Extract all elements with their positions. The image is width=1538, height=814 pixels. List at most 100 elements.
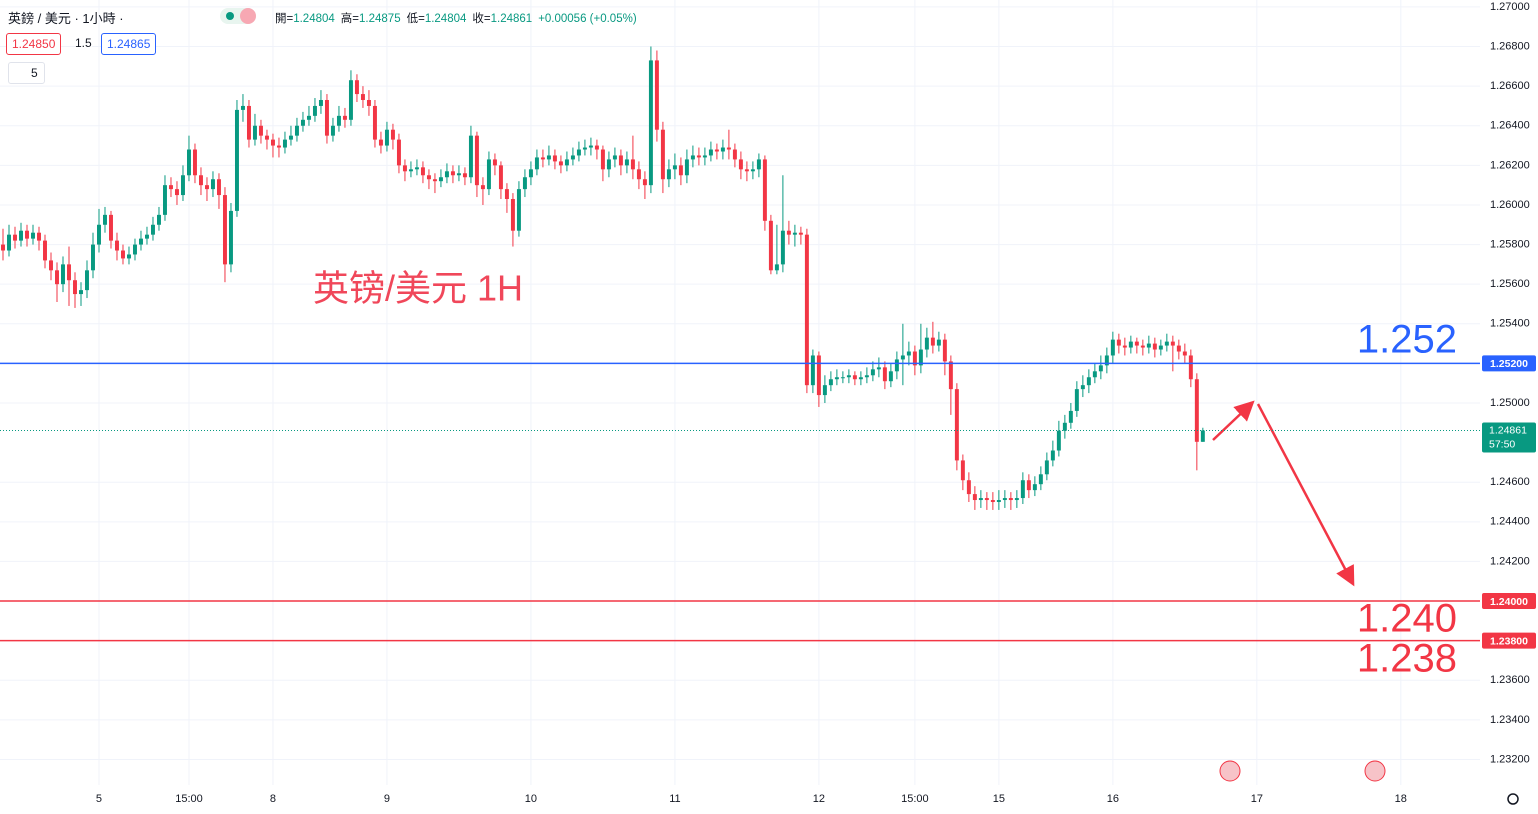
candle-body <box>162 185 167 215</box>
candle-body <box>252 125 257 140</box>
candle-body <box>618 155 623 166</box>
candle-body <box>480 185 485 190</box>
level-tag <box>1482 632 1536 649</box>
y-tick-label: 1.23400 <box>1490 714 1530 726</box>
candle-body <box>1158 345 1163 350</box>
y-tick-label: 1.24200 <box>1490 555 1530 567</box>
candle-body <box>960 460 965 481</box>
candle-body <box>1092 371 1097 378</box>
status-badge[interactable] <box>220 8 256 24</box>
candle-body <box>240 105 245 110</box>
x-tick-label: 9 <box>384 793 390 805</box>
candle-body <box>37 232 41 241</box>
candle-body <box>870 369 875 376</box>
candle-body <box>121 250 125 259</box>
candle-body <box>1038 474 1043 485</box>
candle-body <box>432 179 437 182</box>
candle-body <box>732 149 737 160</box>
y-tick-label: 1.23200 <box>1490 753 1530 765</box>
x-tick-label: 12 <box>813 793 825 805</box>
candle-body <box>294 125 299 136</box>
candle-body <box>1080 385 1085 390</box>
candle-body <box>528 169 533 178</box>
candle-body <box>588 145 593 148</box>
y-tick-label: 1.26600 <box>1490 80 1530 92</box>
candle-body <box>426 175 431 180</box>
candle-body <box>942 339 947 362</box>
sell-button[interactable]: 1.24850 <box>6 33 62 55</box>
candle-body <box>552 155 557 162</box>
candle-body <box>444 171 449 178</box>
candle-body <box>936 339 941 346</box>
candle-body <box>912 351 917 366</box>
candle-body <box>624 159 629 166</box>
candle-body <box>318 100 323 106</box>
x-tick-label: 17 <box>1251 793 1263 805</box>
candle-body <box>288 135 293 140</box>
candle-body <box>360 94 365 101</box>
candle-body <box>61 264 65 285</box>
y-tick-label: 1.25000 <box>1490 397 1530 409</box>
candle-body <box>150 224 155 235</box>
candle-body <box>690 155 695 160</box>
spread: 1.5 <box>75 33 92 53</box>
candle-body <box>366 100 371 106</box>
legend-value: 1.24861 <box>490 13 533 25</box>
x-tick-label: 5 <box>96 793 102 805</box>
candle-body <box>1146 343 1151 348</box>
candle-body <box>13 234 17 241</box>
candle-body <box>756 159 761 170</box>
candle-body <box>55 270 59 285</box>
candle-body <box>1056 430 1061 451</box>
candle-body <box>186 149 191 176</box>
candle-body <box>474 135 479 186</box>
candle-body <box>678 165 683 176</box>
buy-button[interactable]: 1.24865 <box>101 33 157 55</box>
y-tick-label: 1.25600 <box>1490 278 1530 290</box>
candle-body <box>966 480 971 495</box>
candle-body <box>258 125 263 136</box>
candle-body <box>774 264 779 271</box>
candle-body <box>1188 355 1193 380</box>
candle-body <box>492 159 497 166</box>
settings-icon[interactable] <box>1507 793 1519 805</box>
chart-title: 英镑/美元 1H <box>313 268 523 309</box>
candle-body <box>834 377 839 380</box>
y-tick-label: 1.26800 <box>1490 40 1530 52</box>
candle-body <box>1182 351 1187 356</box>
x-tick-label: 15 <box>993 793 1005 805</box>
candle-body <box>133 244 137 255</box>
candle-body <box>894 359 899 372</box>
candle-body <box>726 147 731 150</box>
candle-body <box>306 115 311 120</box>
candle-body <box>1164 341 1169 346</box>
candle-body <box>918 349 923 366</box>
level-label: 1.25200 <box>1490 358 1528 370</box>
candle-body <box>180 175 185 196</box>
candle-body <box>336 115 341 126</box>
candle-body <box>948 361 953 390</box>
candle-body <box>768 220 773 271</box>
candle-body <box>750 169 755 172</box>
countdown: 57:50 <box>1489 438 1515 450</box>
candle-body <box>1026 480 1031 491</box>
candle-body <box>792 232 797 235</box>
legend-label: 收= <box>472 13 491 25</box>
candle-body <box>282 139 287 148</box>
candle-body <box>546 155 551 160</box>
level-tag <box>1482 593 1536 610</box>
candle-body <box>606 159 611 170</box>
last-price-label: 1.24861 <box>1489 424 1527 436</box>
candle-body <box>534 157 539 170</box>
candle-body <box>174 189 179 196</box>
candle-body <box>222 195 227 265</box>
candle-body <box>145 234 149 239</box>
candle-body <box>804 234 809 386</box>
legend-label: 開= <box>275 13 294 25</box>
candle-body <box>1140 345 1145 348</box>
candle-body <box>840 377 845 379</box>
x-tick-label: 18 <box>1395 793 1407 805</box>
interval-select[interactable]: 5 <box>8 62 45 84</box>
candle-body <box>972 494 977 501</box>
candle-body <box>654 60 659 130</box>
